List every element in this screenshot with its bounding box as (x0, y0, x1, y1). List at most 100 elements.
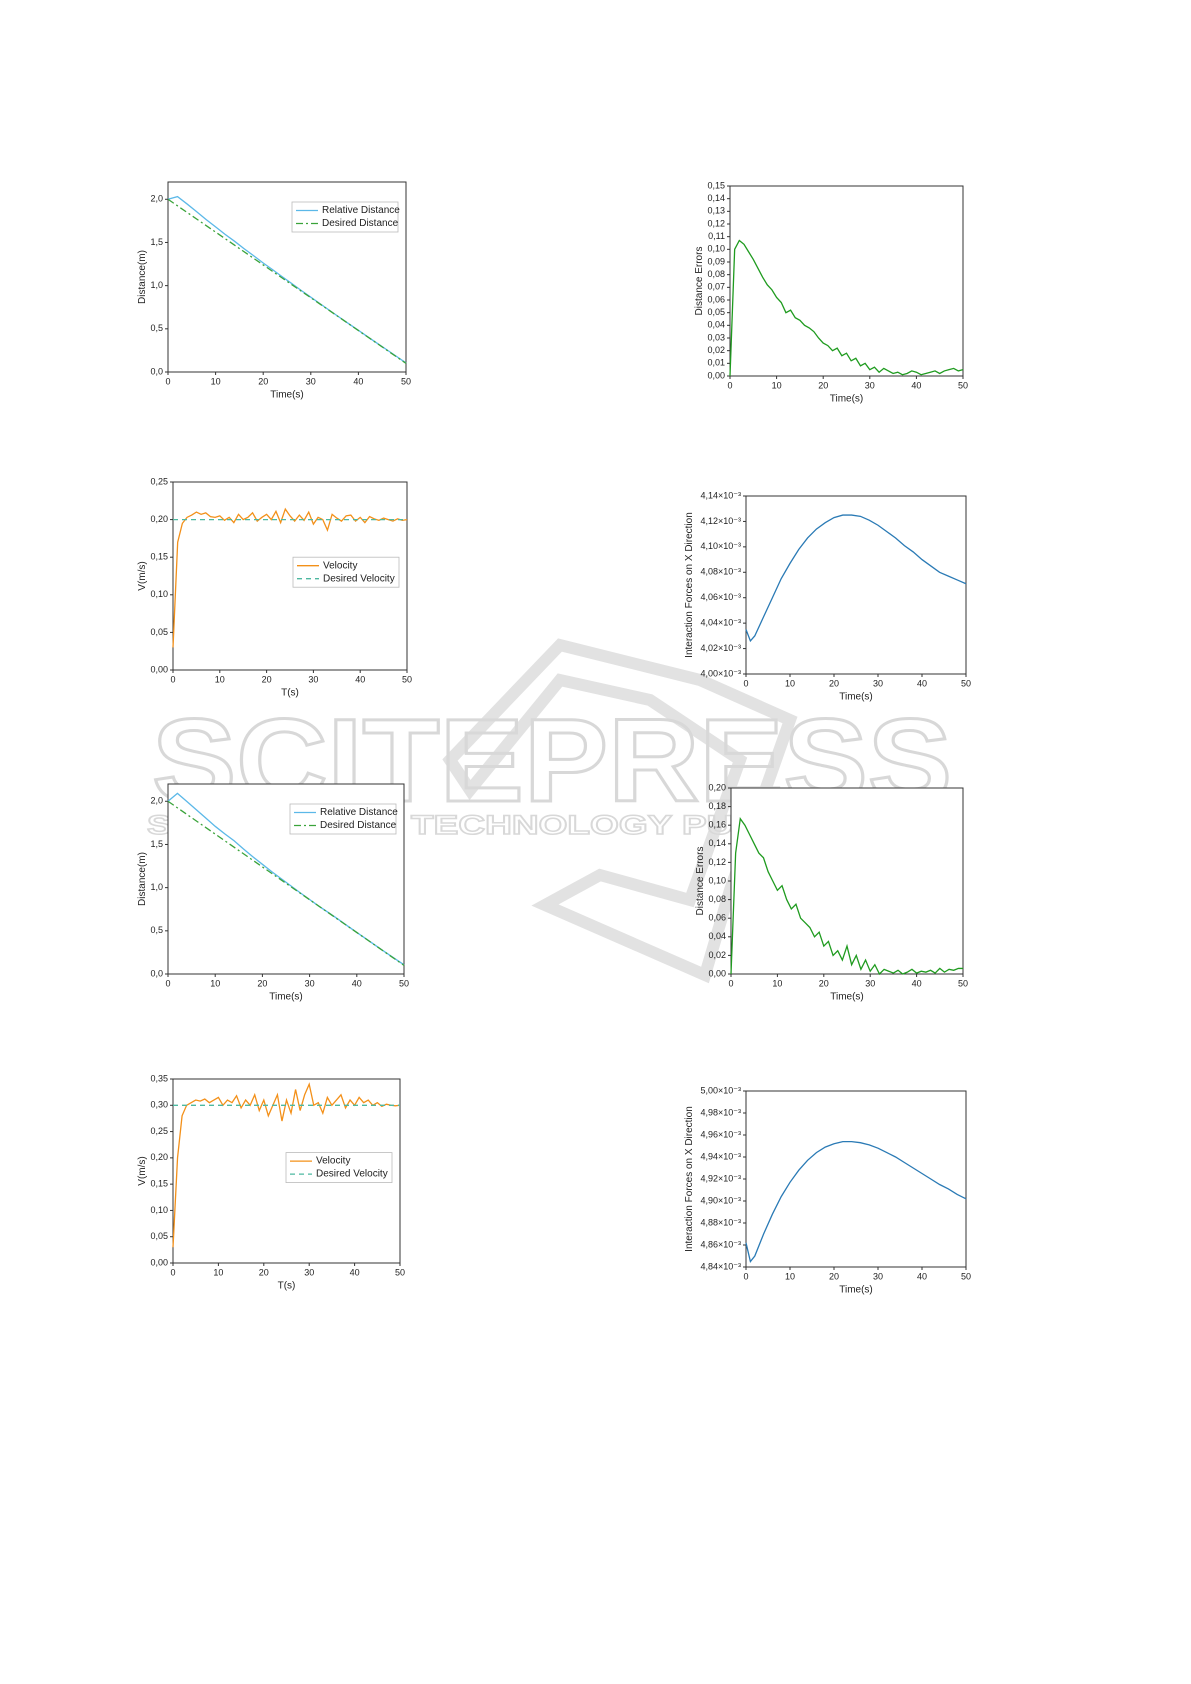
x-tick-label: 20 (262, 674, 272, 684)
x-tick-label: 0 (728, 978, 733, 988)
x-tick-label: 40 (353, 376, 363, 386)
y-tick-label: 0,09 (707, 256, 725, 266)
plot-frame (745, 495, 967, 675)
y-tick-label: 0,16 (708, 820, 726, 830)
y-tick-label: 1,0 (150, 280, 163, 290)
y-tick-label: 0,25 (150, 1126, 168, 1136)
legend-label: Desired Velocity (323, 573, 395, 584)
x-tick-label: 30 (308, 674, 318, 684)
y-tick-label: 0,0 (150, 366, 163, 376)
x-tick-label: 40 (350, 1267, 360, 1277)
x-tick-label: 10 (785, 1271, 795, 1281)
y-tick-label: 4,00×10⁻³ (700, 668, 741, 678)
y-tick-label: 0,0 (150, 968, 163, 978)
y-tick-label: 4,86×10⁻³ (700, 1239, 741, 1249)
legend-box (291, 201, 399, 233)
chart: 0 10 20 30 40 50 0,00 0,01 0,02 0,03 0,04 0,05 0,06 0… (694, 180, 968, 404)
x-axis-label: Time(s) (839, 692, 873, 703)
y-axis-label: Distance Errors (694, 247, 705, 316)
x-tick-label: 50 (958, 380, 968, 390)
x-tick-label: 50 (401, 376, 411, 386)
x-tick-label: 0 (743, 1271, 748, 1281)
y-tick-label: 0,14 (707, 193, 725, 203)
y-tick-label: 0,20 (150, 514, 168, 524)
x-tick-label: 10 (785, 678, 795, 688)
x-axis-label: T(s) (281, 688, 299, 699)
x-tick-label: 10 (210, 978, 220, 988)
y-axis-label: Distance(m) (137, 852, 148, 906)
y-tick-label: 2,0 (150, 194, 163, 204)
data-line (745, 1140, 967, 1263)
x-tick-label: 10 (211, 376, 221, 386)
y-tick-label: 0,04 (708, 931, 726, 941)
y-tick-label: 4,10×10⁻³ (700, 541, 741, 551)
x-tick-label: 20 (829, 678, 839, 688)
y-tick-label: 2,0 (150, 796, 163, 806)
x-tick-label: 40 (912, 978, 922, 988)
y-tick-label: 4,84×10⁻³ (700, 1261, 741, 1271)
data-line (167, 800, 405, 966)
x-tick-label: 30 (873, 1271, 883, 1281)
y-tick-label: 0,07 (707, 282, 725, 292)
x-tick-label: 30 (304, 1267, 314, 1277)
x-axis-label: Time(s) (839, 1285, 873, 1296)
y-tick-label: 4,96×10⁻³ (700, 1129, 741, 1139)
y-axis-label: Interaction Forces on X Direction (684, 512, 695, 658)
y-tick-label: 0,04 (707, 320, 725, 330)
plot-frame (745, 1090, 967, 1268)
x-tick-label: 30 (865, 978, 875, 988)
x-tick-label: 20 (819, 978, 829, 988)
x-tick-label: 40 (352, 978, 362, 988)
y-tick-label: 0,05 (707, 307, 725, 317)
y-tick-label: 0,20 (708, 782, 726, 792)
y-tick-label: 0,15 (150, 552, 168, 562)
x-tick-label: 20 (257, 978, 267, 988)
y-tick-label: 4,98×10⁻³ (700, 1107, 741, 1117)
x-tick-label: 50 (961, 678, 971, 688)
x-tick-label: 10 (215, 674, 225, 684)
y-tick-label: 0,25 (150, 476, 168, 486)
legend-box (289, 803, 397, 835)
x-tick-label: 40 (917, 678, 927, 688)
watermark-shape (442, 638, 798, 984)
y-tick-label: 4,02×10⁻³ (700, 643, 741, 653)
y-tick-label: 4,90×10⁻³ (700, 1195, 741, 1205)
y-tick-label: 0,14 (708, 838, 726, 848)
data-line (729, 239, 964, 377)
y-tick-label: 0,06 (707, 294, 725, 304)
y-axis-label: Interaction Forces on X Direction (684, 1106, 695, 1252)
y-tick-label: 0,35 (150, 1073, 168, 1083)
legend-box (292, 556, 400, 588)
y-tick-label: 4,08×10⁻³ (700, 567, 741, 577)
x-tick-label: 20 (258, 376, 268, 386)
data-line (167, 198, 407, 364)
y-tick-label: 4,14×10⁻³ (700, 490, 741, 500)
y-tick-label: 0,10 (707, 244, 725, 254)
data-line (167, 792, 405, 966)
y-tick-label: 0,30 (150, 1100, 168, 1110)
legend-label: Relative Distance (322, 205, 400, 216)
x-tick-label: 40 (917, 1271, 927, 1281)
y-tick-label: 0,13 (707, 206, 725, 216)
x-tick-label: 10 (772, 978, 782, 988)
data-line (745, 514, 967, 643)
x-tick-label: 30 (865, 380, 875, 390)
x-axis-label: T(s) (278, 1281, 296, 1292)
y-axis-label: V(m/s) (137, 1156, 148, 1185)
y-axis-label: V(m/s) (137, 561, 148, 590)
y-tick-label: 1,5 (150, 839, 163, 849)
x-tick-label: 0 (727, 380, 732, 390)
x-tick-label: 20 (818, 380, 828, 390)
legend-label: Desired Velocity (316, 1169, 388, 1180)
x-axis-label: Time(s) (830, 394, 864, 405)
y-tick-label: 0,5 (150, 323, 163, 333)
chart: 0 10 20 30 40 50 0,0 0,5 1,0 1,5 2,0 Time(s) Distanc… (137, 783, 409, 1003)
x-tick-label: 40 (911, 380, 921, 390)
y-tick-label: 0,11 (708, 231, 725, 241)
x-tick-label: 40 (355, 674, 365, 684)
y-tick-label: 0,12 (707, 218, 725, 228)
chart: 0 10 20 30 40 50 0,00 0,05 0,10 0,15 0,20 0,25 T(s) V… (137, 476, 412, 698)
x-tick-label: 0 (743, 678, 748, 688)
plot-frame (729, 185, 964, 377)
